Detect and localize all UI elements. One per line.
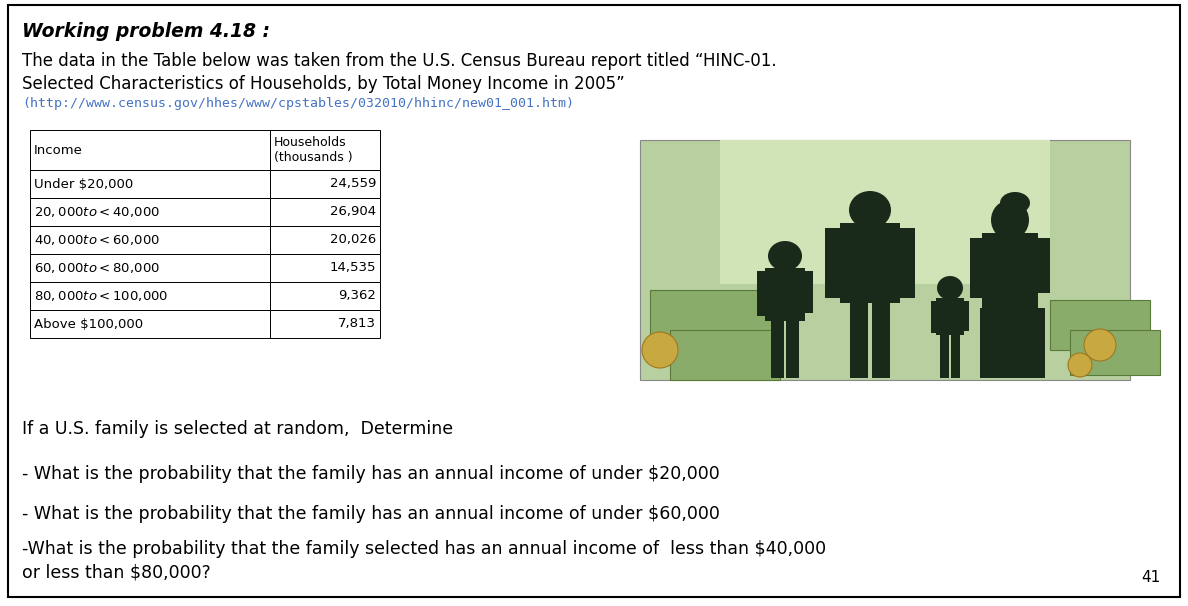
Text: Working problem 4.18 :: Working problem 4.18 :: [23, 22, 270, 41]
Text: -What is the probability that the family selected has an annual income of  less : -What is the probability that the family…: [23, 540, 826, 558]
Bar: [980, 308, 1045, 378]
Bar: [270, 198, 380, 226]
Text: Selected Characteristics of Households, by Total Money Income in 2005”: Selected Characteristics of Households, …: [23, 75, 625, 93]
Bar: [1070, 330, 1159, 375]
Text: $60,000 to < $80,000: $60,000 to < $80,000: [34, 261, 160, 275]
Bar: [840, 223, 901, 303]
Text: $20,000 to < $40,000: $20,000 to < $40,000: [34, 205, 160, 219]
Text: 9,362: 9,362: [339, 290, 375, 302]
Bar: [786, 318, 800, 378]
Bar: [30, 282, 270, 310]
Bar: [30, 170, 270, 198]
Bar: [1035, 238, 1050, 293]
Bar: [824, 228, 843, 298]
Bar: [872, 298, 890, 378]
Text: 41: 41: [1140, 570, 1159, 585]
Ellipse shape: [767, 241, 802, 271]
Ellipse shape: [937, 276, 963, 300]
Ellipse shape: [1083, 329, 1116, 361]
Ellipse shape: [1000, 192, 1030, 214]
Bar: [969, 238, 985, 298]
Bar: [30, 254, 270, 282]
Bar: [849, 298, 868, 378]
Bar: [270, 170, 380, 198]
Bar: [952, 333, 960, 378]
Bar: [757, 271, 769, 316]
Text: $80,000 to < $100,000: $80,000 to < $100,000: [34, 289, 169, 303]
Bar: [960, 301, 969, 331]
Bar: [270, 282, 380, 310]
Ellipse shape: [991, 200, 1029, 240]
Bar: [30, 130, 270, 170]
Text: - What is the probability that the family has an annual income of under $20,000: - What is the probability that the famil…: [23, 465, 720, 483]
Ellipse shape: [1068, 353, 1092, 377]
Bar: [270, 130, 380, 170]
Text: Under $20,000: Under $20,000: [34, 178, 133, 190]
Bar: [670, 330, 781, 380]
Bar: [1050, 300, 1150, 350]
Bar: [982, 233, 1038, 313]
Bar: [720, 140, 1050, 284]
Bar: [650, 290, 781, 350]
Bar: [270, 254, 380, 282]
Text: Income: Income: [34, 144, 83, 156]
Bar: [640, 140, 1130, 380]
Text: The data in the Table below was taken from the U.S. Census Bureau report titled : The data in the Table below was taken fr…: [23, 52, 777, 70]
Text: $40,000 to < $60,000: $40,000 to < $60,000: [34, 233, 160, 247]
Text: Above $100,000: Above $100,000: [34, 318, 143, 330]
Bar: [765, 268, 805, 321]
Bar: [931, 301, 940, 333]
Ellipse shape: [642, 332, 678, 368]
Ellipse shape: [849, 191, 891, 229]
Text: If a U.S. family is selected at random,  Determine: If a U.S. family is selected at random, …: [23, 420, 453, 438]
Text: 14,535: 14,535: [329, 262, 375, 275]
Bar: [771, 318, 784, 378]
Bar: [30, 310, 270, 338]
Text: (http://www.census.gov/hhes/www/cpstables/032010/hhinc/new01_001.htm): (http://www.census.gov/hhes/www/cpstable…: [23, 97, 574, 110]
Text: 24,559: 24,559: [329, 178, 375, 190]
Text: Households
(thousands ): Households (thousands ): [274, 136, 353, 164]
Bar: [270, 310, 380, 338]
Text: 7,813: 7,813: [339, 318, 375, 330]
Bar: [801, 271, 813, 313]
Bar: [940, 333, 949, 378]
Bar: [897, 228, 915, 298]
Text: or less than $80,000?: or less than $80,000?: [23, 563, 210, 581]
Text: 20,026: 20,026: [330, 233, 375, 247]
Bar: [270, 226, 380, 254]
Bar: [30, 226, 270, 254]
Bar: [936, 298, 963, 335]
Bar: [30, 198, 270, 226]
Text: 26,904: 26,904: [330, 205, 375, 219]
Text: - What is the probability that the family has an annual income of under $60,000: - What is the probability that the famil…: [23, 505, 720, 523]
